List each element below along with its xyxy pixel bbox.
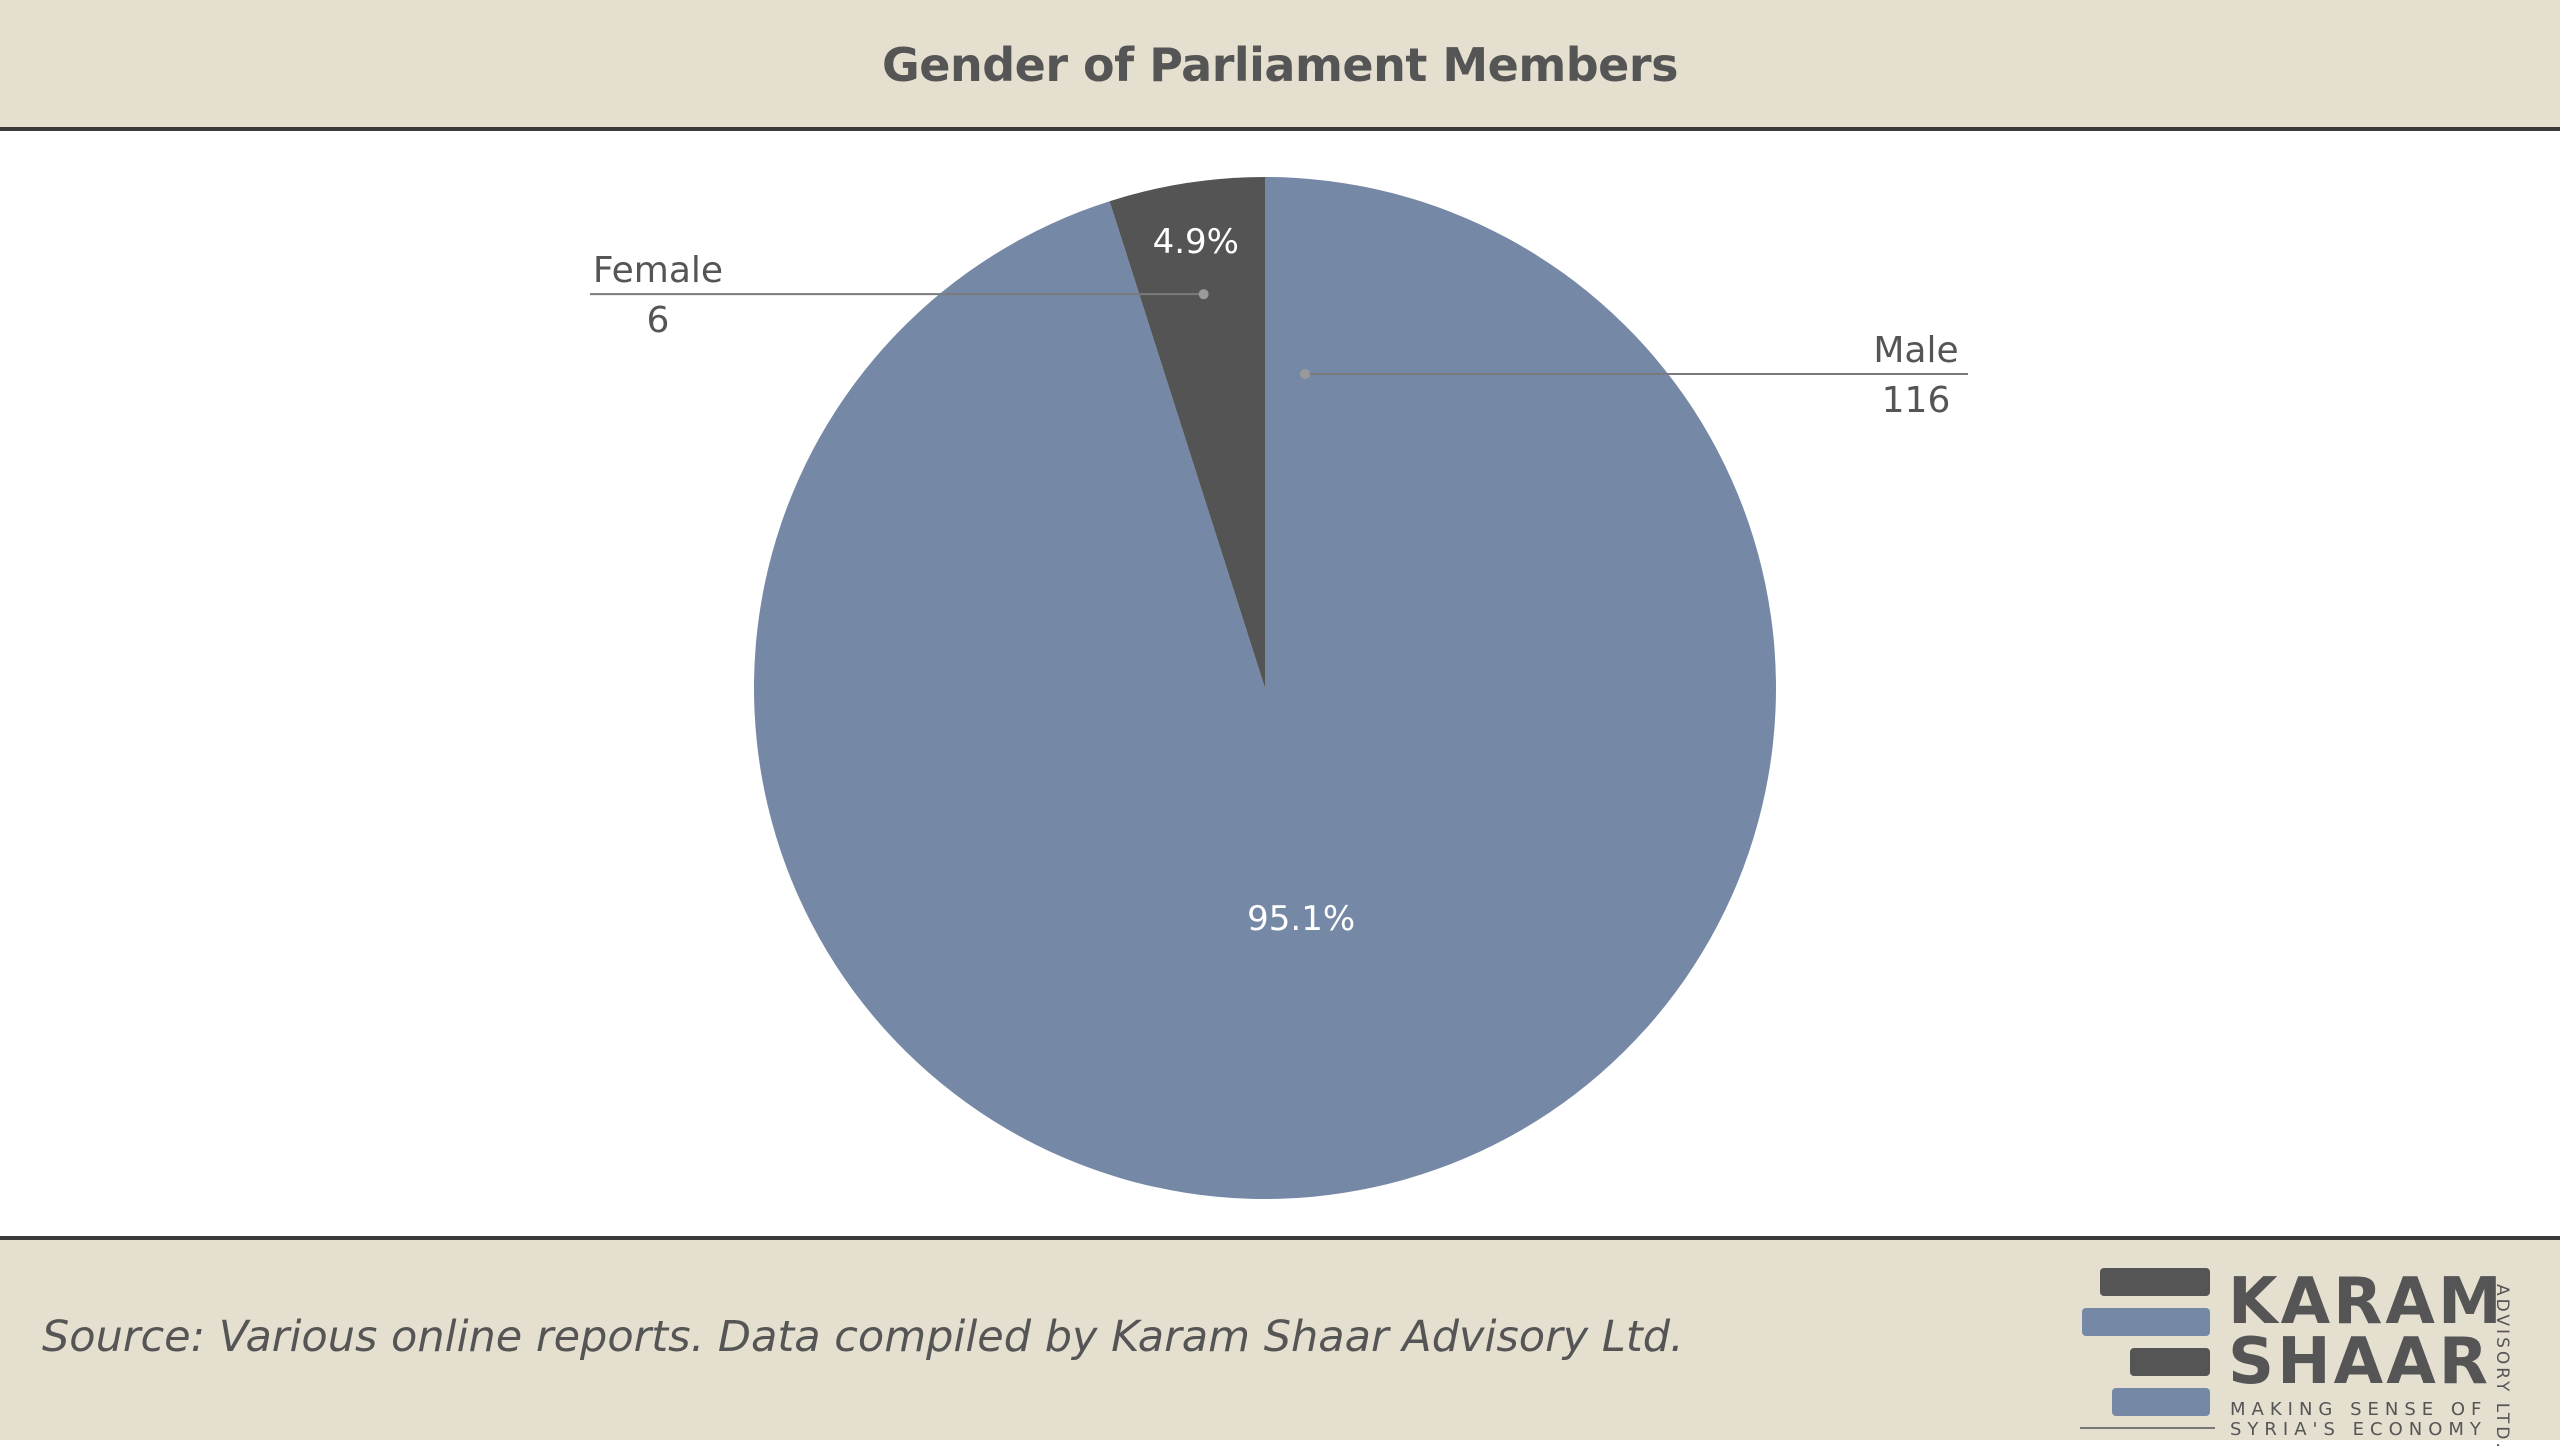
slice-percent-label: 95.1% [1247,899,1355,939]
callout-category-label: Female [593,250,723,291]
chart-title: Gender of Parliament Members [882,38,1678,92]
logo-bar [2112,1388,2210,1416]
callout-category-label: Male [1873,330,1958,371]
slice-percent-label: 4.9% [1153,222,1239,262]
callout-value-label: 6 [647,300,670,341]
pie-slice-female [1109,177,1265,688]
logo-bars-icon [2080,1268,2215,1429]
source-note: Source: Various online reports. Data com… [42,1312,1684,1362]
callout-dot [1300,369,1310,379]
logo-bar [2100,1268,2210,1296]
logo-bar [2130,1348,2210,1376]
logo-tagline-line2: SYRIA'S ECONOMY [2230,1419,2487,1440]
header-band: Gender of Parliament Members [0,0,2560,131]
company-logo: KARAM SHAAR MAKING SENSE OF SYRIA'S ECON… [2080,1262,2540,1451]
chart-area: 95.1% 4.9% Male 116 Female 6 [0,131,2560,1236]
logo-wordmark-line2: SHAAR [2228,1325,2491,1399]
pie-chart: 95.1% 4.9% Male 116 Female 6 [590,177,1968,1199]
logo-wordmark-line1: KARAM [2228,1265,2505,1339]
logo-tagline-line1: MAKING SENSE OF [2230,1399,2488,1420]
logo-vertical-text: ADVISORY LTD. [2492,1284,2512,1451]
logo-bar [2082,1308,2210,1336]
footer-band: Source: Various online reports. Data com… [0,1236,2560,1451]
callout-value-label: 116 [1882,380,1951,421]
callout-dot [1198,289,1209,300]
